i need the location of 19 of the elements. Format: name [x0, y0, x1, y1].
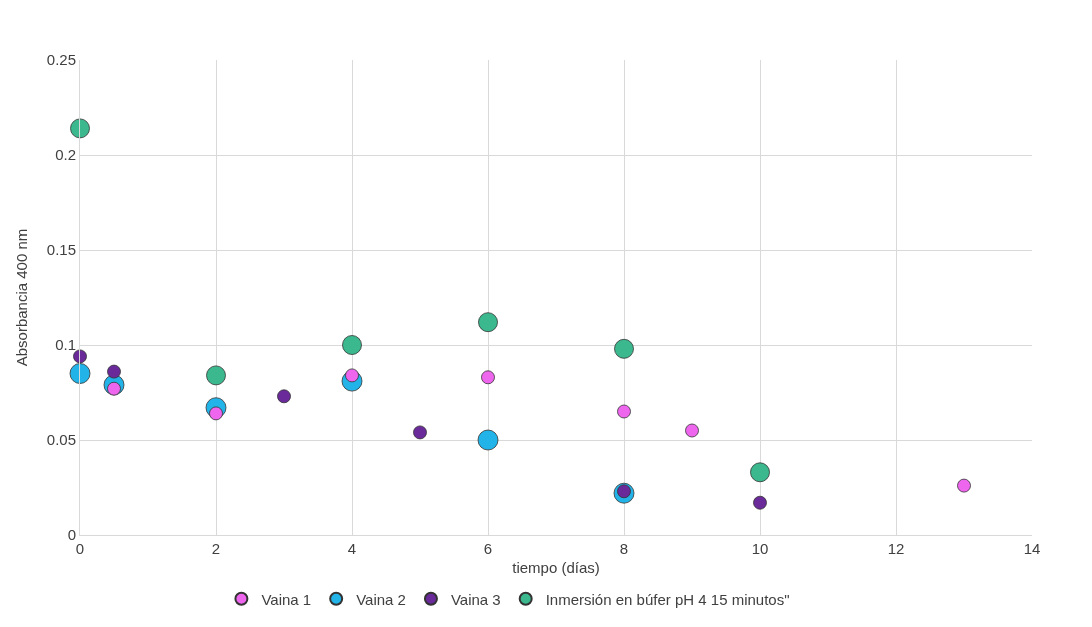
legend-label: Inmersión en búfer pH 4 15 minutos": [545, 590, 790, 608]
x-tick-label: 8: [619, 540, 629, 557]
x-tick-label: 12: [887, 540, 905, 557]
x-tick-label: 6: [483, 540, 493, 557]
y-tick-label: 0.15: [46, 241, 76, 259]
y-tick-label: 0.1: [55, 336, 76, 354]
y-tick-label: 0.25: [46, 51, 76, 69]
legend-label: Vaina 1: [261, 590, 312, 608]
legend-label: Vaina 2: [356, 590, 406, 608]
y-tick-label: 0: [67, 526, 76, 544]
y-tick-label: 0.05: [46, 431, 76, 449]
y-tick-label: 0.2: [55, 146, 76, 164]
x-tick-label: 4: [347, 540, 357, 557]
x-tick-label: 2: [211, 540, 221, 557]
y-axis-title: Absorbancia 400 nm: [13, 228, 31, 367]
x-axis-title: tiempo (días): [512, 559, 600, 576]
x-tick-label: 14: [1023, 540, 1041, 557]
x-tick-label: 10: [751, 540, 769, 557]
legend-label: Vaina 3: [450, 590, 501, 608]
